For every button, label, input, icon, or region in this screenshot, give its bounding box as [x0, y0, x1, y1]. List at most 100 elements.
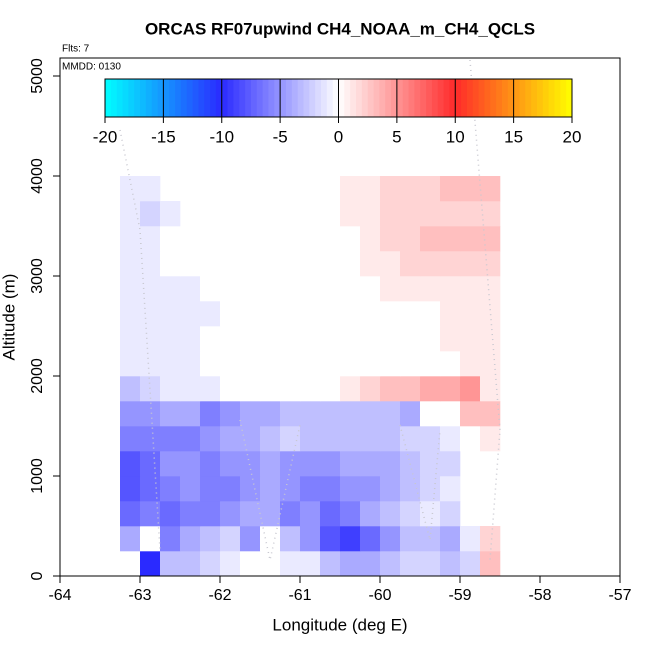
heatmap-cell: [400, 401, 421, 427]
heatmap-cell: [220, 526, 241, 552]
colorbar-step: [490, 79, 497, 117]
colorbar-step: [303, 79, 310, 117]
y-tick-label: 5000: [29, 58, 46, 94]
heatmap-cell: [140, 201, 161, 227]
heatmap-cell: [480, 426, 501, 452]
colorbar-step: [245, 79, 252, 117]
x-tick-label: -63: [128, 587, 151, 604]
heatmap-cell: [360, 326, 381, 352]
heatmap-cell: [260, 276, 281, 302]
colorbar-step: [239, 79, 246, 117]
colorbar-step: [361, 79, 369, 117]
heatmap-cell: [300, 251, 321, 277]
y-tick-label: 4000: [29, 158, 46, 194]
heatmap-cell: [300, 451, 321, 477]
colorbar-step: [163, 79, 170, 117]
heatmap-cell: [360, 226, 381, 252]
heatmap-cell: [260, 426, 281, 452]
heatmap-cell: [320, 251, 341, 277]
heatmap-cell: [480, 376, 501, 402]
colorbar-step: [221, 79, 228, 117]
heatmap-cell: [280, 351, 301, 377]
heatmap-cell: [160, 551, 181, 577]
heatmap-cell: [180, 451, 201, 477]
heatmap-cell: [260, 351, 281, 377]
heatmap-cell: [360, 551, 381, 577]
heatmap-cell: [400, 426, 421, 452]
heatmap-cell: [140, 501, 161, 527]
heatmap-cell: [180, 276, 201, 302]
colorbar-step: [554, 79, 561, 117]
colorbar: -20 -15 -10 -5 0 5 10 15 20: [93, 78, 581, 146]
heatmap-cell: [160, 426, 181, 452]
heatmap-cell: [260, 301, 281, 327]
heatmap-cell: [140, 251, 161, 277]
colorbar-step: [280, 79, 287, 117]
flights-label: Flts: 7: [62, 44, 90, 55]
heatmap-cell: [440, 476, 461, 502]
heatmap-cell: [200, 351, 221, 377]
colorbar-step: [169, 79, 176, 117]
heatmap-cell: [140, 551, 161, 577]
heatmap-cell: [240, 301, 261, 327]
heatmap-cell: [220, 451, 241, 477]
flight-track: [119, 129, 161, 551]
heatmap-cell: [440, 351, 461, 377]
heatmap-cell: [240, 401, 261, 427]
heatmap-cell: [160, 301, 181, 327]
heatmap-cell: [120, 301, 141, 327]
colorbar-step: [513, 79, 520, 117]
heatmap-cell: [300, 476, 321, 502]
heatmap-cell: [400, 176, 421, 202]
heatmap-cell: [380, 301, 401, 327]
heatmap-cell: [400, 276, 421, 302]
colorbar-tick-label: 0: [334, 127, 343, 146]
colorbar-step: [215, 79, 223, 117]
heatmap-cell: [400, 226, 421, 252]
colorbar-tick-label: -15: [151, 127, 176, 146]
heatmap-cell: [380, 226, 401, 252]
heatmap-cell: [360, 526, 381, 552]
heatmap-cell: [120, 401, 141, 427]
heatmap-cell: [460, 426, 481, 452]
colorbar-step: [356, 79, 363, 117]
plot-frame: [59, 57, 621, 577]
colorbar-step: [105, 79, 112, 117]
colorbar-step: [309, 79, 316, 117]
heatmap-cell: [120, 501, 141, 527]
colorbar-step: [414, 79, 421, 117]
colorbar-step: [110, 79, 118, 117]
heatmap-cell: [180, 551, 201, 577]
heatmap-cell: [440, 201, 461, 227]
heatmap-cell: [380, 201, 401, 227]
colorbar-step: [507, 79, 515, 117]
heatmap-cell: [460, 251, 481, 277]
heatmap-cell: [280, 501, 301, 527]
y-axis-label: Altitude (m): [0, 274, 18, 361]
x-tick-label: -57: [608, 587, 631, 604]
colorbar-step: [536, 79, 544, 117]
heatmap-cell: [180, 376, 201, 402]
colorbar-step: [122, 79, 129, 117]
colorbar-step: [157, 79, 164, 117]
heatmap-cell: [140, 401, 161, 427]
heatmap-cell: [380, 351, 401, 377]
heatmap-cell: [340, 526, 361, 552]
colorbar-step: [373, 79, 380, 117]
heatmap-cell: [420, 551, 441, 577]
heatmap-cell: [340, 226, 361, 252]
heatmap-cell: [120, 276, 141, 302]
x-axis-label: Longitude (deg E): [272, 615, 407, 634]
colorbar-step: [379, 79, 386, 117]
heatmap-cell: [320, 351, 341, 377]
colorbar-step: [566, 79, 573, 117]
heatmap-cell: [360, 401, 381, 427]
heatmap-cell: [280, 526, 301, 552]
heatmap-cell: [480, 201, 501, 227]
heatmap-cell: [480, 251, 501, 277]
heatmap-cell: [320, 551, 341, 577]
y-tick-label: 2000: [29, 358, 46, 394]
colorbar-step: [519, 79, 526, 117]
heatmap-cell: [420, 276, 441, 302]
